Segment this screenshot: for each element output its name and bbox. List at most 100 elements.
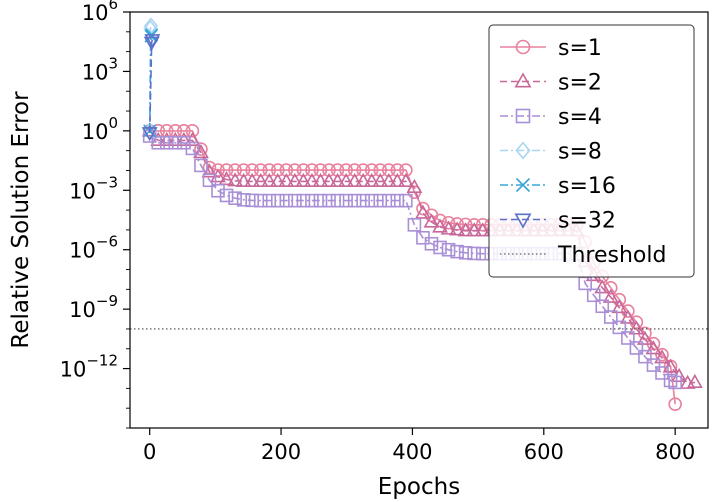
- data-point-s=4: [356, 193, 370, 208]
- data-point-s=4: [381, 193, 396, 208]
- data-point-s=2: [372, 172, 389, 188]
- data-point-s=4: [347, 193, 362, 208]
- data-point-s=1: [612, 292, 627, 307]
- data-point-s=2: [329, 172, 346, 188]
- data-point-s=4: [621, 331, 635, 345]
- data-point-s=1: [219, 163, 234, 177]
- data-point-s=2: [397, 172, 414, 188]
- data-point-s=32: [141, 127, 158, 142]
- data-point-s=2: [269, 172, 286, 188]
- y-tick-label: 10−9: [69, 292, 118, 322]
- data-point-s=4: [638, 349, 652, 364]
- data-point-s=4: [441, 242, 456, 257]
- x-tick-label: 0: [143, 440, 156, 464]
- data-point-s=4: [663, 373, 678, 388]
- data-point-s=2: [628, 320, 645, 335]
- data-point-s=1: [228, 163, 242, 177]
- data-point-s=4: [262, 193, 277, 208]
- data-point-s=4: [668, 375, 682, 390]
- data-point-s=4: [194, 158, 208, 173]
- data-point-s=2: [235, 172, 252, 188]
- legend-marker: [515, 177, 531, 193]
- data-point-s=2: [380, 172, 397, 188]
- data-point-s=1: [603, 280, 618, 295]
- x-axis-label: Epochs: [378, 474, 460, 500]
- legend-label: Threshold: [557, 243, 666, 268]
- legend-marker: [514, 72, 532, 88]
- legend-entry: s=1: [500, 36, 602, 61]
- data-point-s=2: [423, 213, 440, 228]
- data-point-s=2: [303, 172, 320, 188]
- y-axis-label: Relative Solution Error: [8, 91, 34, 349]
- data-point-s=4: [407, 218, 422, 232]
- data-point-s=2: [244, 172, 261, 188]
- data-point-s=2: [636, 330, 653, 345]
- data-point-s=2: [466, 222, 483, 237]
- data-point-s=1: [441, 215, 456, 230]
- data-point-s=4: [313, 193, 328, 208]
- data-point-s=2: [457, 222, 474, 237]
- data-point-s=2: [645, 340, 662, 355]
- legend-marker: [514, 213, 532, 229]
- data-point-s=4: [253, 193, 268, 208]
- data-point-s=2: [654, 349, 670, 364]
- data-point-s=32: [144, 34, 161, 49]
- data-point-s=1: [668, 397, 682, 411]
- data-point-s=4: [322, 193, 336, 208]
- data-point-s=2: [227, 172, 244, 187]
- data-point-s=4: [424, 236, 439, 251]
- data-point-s=4: [245, 193, 259, 208]
- data-point-s=4: [202, 173, 217, 188]
- x-axis-ticks: 0 200 400 600 800: [143, 428, 695, 464]
- data-point-s=4: [279, 193, 294, 208]
- data-point-s=2: [414, 204, 431, 219]
- legend-label: s=4: [558, 105, 602, 130]
- legend-entry: s=16: [500, 174, 616, 199]
- data-point-s=4: [450, 244, 464, 259]
- data-point-s=4: [185, 141, 200, 156]
- data-point-s=4: [339, 193, 353, 208]
- data-point-s=4: [603, 310, 618, 324]
- data-point-s=2: [261, 172, 278, 188]
- data-point-s=4: [655, 366, 669, 380]
- data-point-s=4: [399, 193, 413, 208]
- data-point-s=4: [646, 358, 661, 372]
- data-point-s=4: [219, 188, 234, 203]
- x-tick-label: 800: [655, 440, 695, 464]
- y-tick-label: 100: [82, 114, 118, 144]
- series-line-s=32: [148, 39, 154, 133]
- data-point-s=4: [159, 135, 174, 150]
- legend-entry: s=8: [500, 140, 602, 165]
- data-point-s=2: [312, 172, 329, 188]
- data-point-s=2: [662, 358, 679, 373]
- legend-label: s=8: [558, 140, 602, 165]
- x-tick-label: 200: [261, 440, 301, 464]
- plot-frame: [129, 11, 709, 429]
- data-point-s=2: [611, 299, 628, 314]
- data-point-s=4: [629, 341, 644, 355]
- data-point-s=2: [602, 288, 619, 303]
- data-point-s=4: [305, 193, 319, 208]
- data-point-s=4: [586, 288, 601, 303]
- x-tick-label: 400: [392, 440, 432, 464]
- data-point-s=4: [373, 193, 388, 208]
- data-point-s=4: [612, 320, 627, 335]
- y-tick-label: 103: [82, 54, 118, 84]
- data-point-s=2: [686, 373, 703, 389]
- data-point-s=4: [390, 193, 405, 208]
- legend-box: [488, 24, 695, 278]
- y-tick-label: 10−3: [69, 173, 118, 203]
- data-point-s=2: [295, 172, 312, 188]
- data-point-s=1: [185, 124, 200, 138]
- data-point-s=4: [595, 299, 610, 314]
- data-point-s=4: [433, 240, 447, 255]
- data-point-s=2: [440, 220, 457, 235]
- legend-label: s=1: [558, 36, 602, 61]
- legend-entry: s=32: [500, 209, 616, 234]
- legend-marker: [515, 141, 531, 160]
- y-tick-label: 10−12: [60, 352, 118, 382]
- x-tick-label: 600: [524, 440, 564, 464]
- data-point-s=4: [364, 193, 379, 208]
- data-point-s=8: [143, 17, 159, 35]
